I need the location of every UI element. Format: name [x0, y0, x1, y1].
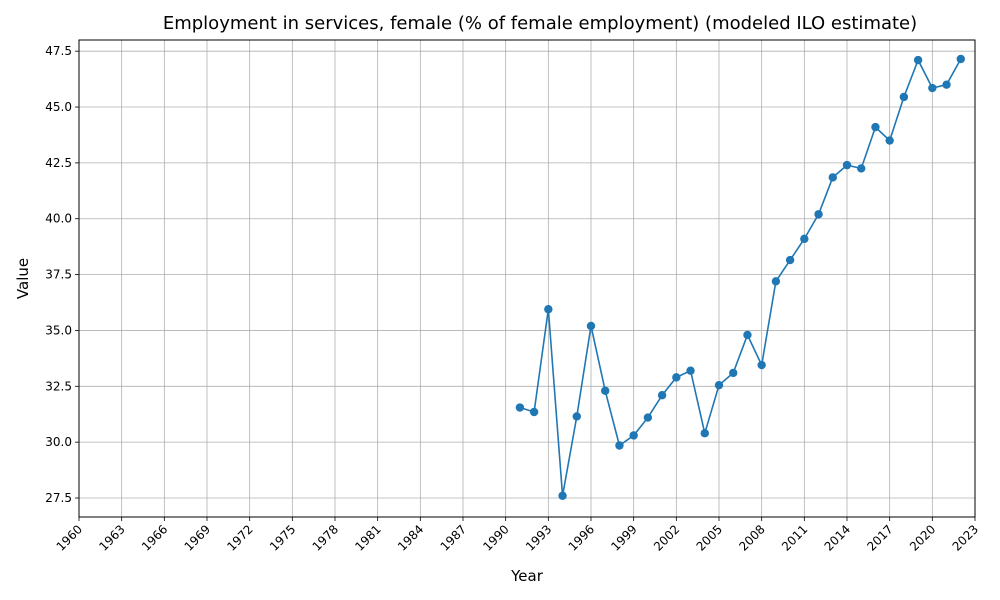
x-tick-label: 2002 — [651, 522, 682, 553]
data-point — [928, 83, 937, 93]
data-point — [956, 54, 965, 64]
y-tick-label: 47.5 — [45, 44, 72, 58]
y-tick-label: 42.5 — [45, 156, 72, 170]
x-tick-label: 1975 — [267, 522, 298, 553]
plot-frame — [78, 39, 976, 518]
x-tick-label: 2020 — [907, 522, 938, 553]
data-point — [515, 403, 525, 412]
data-point — [601, 386, 610, 395]
data-point — [572, 412, 581, 421]
data-point — [615, 441, 624, 450]
data-point — [558, 491, 567, 500]
data-point — [686, 366, 695, 375]
y-tick-label: 32.5 — [45, 379, 72, 393]
x-tick-label: 2008 — [736, 522, 767, 553]
grid-lines — [78, 40, 976, 517]
x-tick-label: 1987 — [438, 522, 469, 553]
data-point — [942, 80, 951, 89]
data-point — [544, 305, 553, 314]
x-tick-label: 1984 — [395, 522, 426, 553]
data-point — [643, 413, 653, 422]
x-tick-label: 1966 — [139, 522, 170, 553]
x-tick-label: 2023 — [950, 522, 981, 553]
x-tick-label: 1963 — [96, 522, 127, 553]
data-point — [871, 122, 880, 132]
x-tick-label: 2005 — [694, 522, 725, 553]
y-axis-label: Value — [14, 258, 32, 299]
y-tick-label: 30.0 — [45, 435, 72, 449]
x-tick-label: 1990 — [480, 522, 511, 553]
x-axis-ticks: 1960 1963 1966 1969 1972 1975 1978 1981 1984 1987… — [54, 517, 981, 554]
y-tick-label: 27.5 — [45, 491, 72, 505]
y-tick-label: 37.5 — [45, 268, 72, 282]
series-line — [519, 58, 962, 496]
y-tick-label: 40.0 — [45, 212, 72, 226]
x-tick-label: 1996 — [566, 522, 597, 553]
data-point — [586, 321, 596, 331]
x-tick-label: 1960 — [54, 522, 85, 553]
data-point — [800, 234, 809, 244]
data-point — [899, 92, 909, 102]
data-point — [657, 391, 667, 400]
data-point — [771, 277, 781, 286]
data-point — [529, 407, 539, 417]
data-point — [629, 431, 638, 440]
data-point — [672, 373, 681, 382]
x-tick-label: 2014 — [822, 522, 853, 553]
x-tick-label: 1999 — [608, 522, 639, 553]
y-tick-label: 45.0 — [45, 100, 72, 114]
x-tick-label: 2017 — [864, 522, 895, 553]
data-point — [885, 136, 894, 145]
x-tick-label: 1978 — [310, 522, 341, 553]
data-point — [857, 164, 866, 173]
data-point — [743, 330, 752, 340]
data-point — [828, 173, 837, 182]
data-point — [814, 210, 823, 219]
data-point — [785, 255, 795, 265]
data-point — [729, 368, 738, 378]
x-tick-label: 1981 — [352, 522, 383, 553]
y-axis-ticks: 27.5 30.0 32.5 35.0 37.5 40.0 42.5 45.0 47.5 — [45, 44, 79, 505]
x-tick-label: 1972 — [224, 522, 255, 553]
data-point — [913, 55, 923, 65]
series-layer — [515, 54, 965, 500]
data-point — [700, 429, 709, 438]
data-point — [842, 160, 852, 170]
y-tick-label: 35.0 — [45, 323, 72, 337]
data-point — [757, 360, 766, 370]
x-axis-label: Year — [510, 567, 544, 585]
data-point — [714, 380, 724, 390]
x-tick-label: 1993 — [523, 522, 554, 553]
chart-title: Employment in services, female (% of fem… — [163, 13, 917, 34]
x-tick-label: 2011 — [779, 522, 810, 553]
x-tick-label: 1969 — [182, 522, 213, 553]
